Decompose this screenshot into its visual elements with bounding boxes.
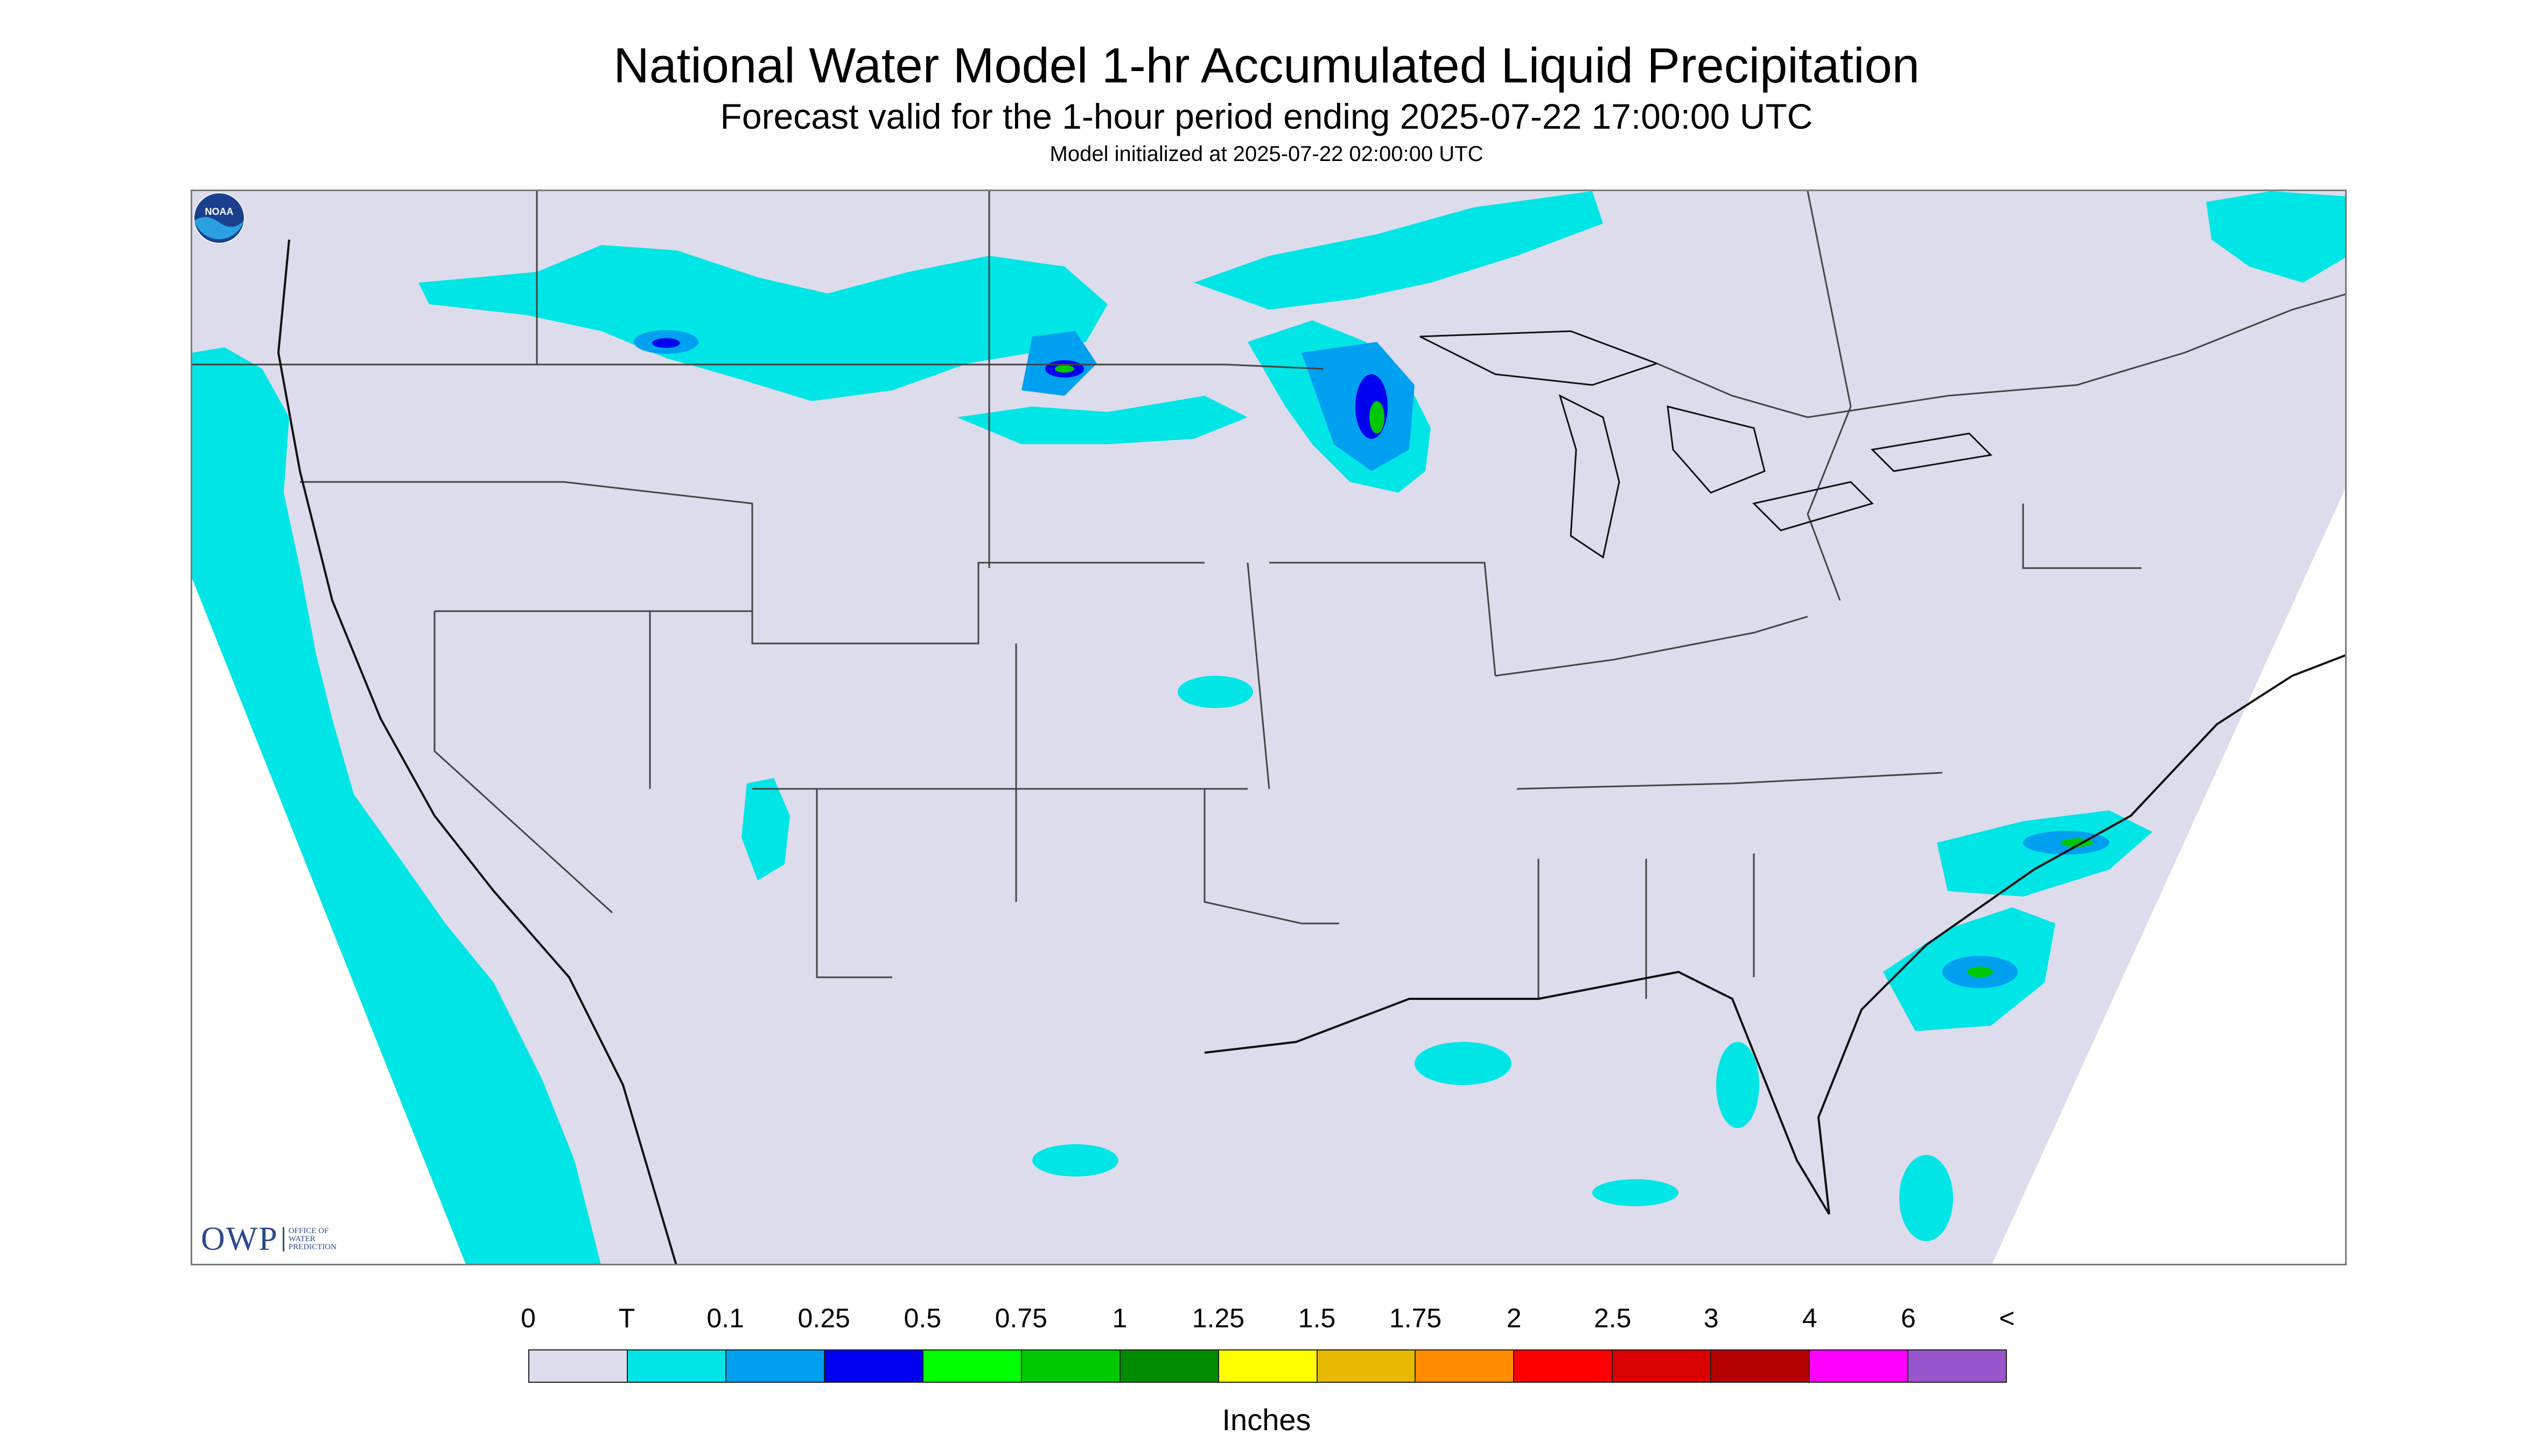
precip-kansas-cells xyxy=(1178,676,1253,708)
precip-gulf-cells-1 xyxy=(1415,1042,1512,1085)
legend-swatch xyxy=(627,1350,726,1382)
map-subtitle: Forecast valid for the 1-hour period end… xyxy=(720,96,1813,136)
precip-mexico-cells xyxy=(1032,1144,1118,1177)
precip-northern-swath xyxy=(418,245,1108,401)
legend-swatch xyxy=(1021,1350,1121,1382)
precip-caribbean-cells xyxy=(1899,1155,1953,1241)
color-legend xyxy=(528,1349,2007,1383)
model-init-time: Model initialized at 2025-07-22 02:00:00… xyxy=(1049,142,1484,166)
legend-swatch xyxy=(1613,1350,1712,1382)
precip-arizona-cells xyxy=(741,778,790,880)
precip-ne-corner xyxy=(2206,191,2345,283)
precip-core-idaho-heavy xyxy=(652,338,680,348)
legend-tick-label: 6 xyxy=(1901,1303,1916,1333)
precip-atlantic-sc-heavy xyxy=(1967,967,1993,977)
legend-tick-label: 2.5 xyxy=(1593,1303,1632,1333)
precip-core-montana-green xyxy=(1055,365,1074,373)
legend-swatch xyxy=(1219,1350,1318,1382)
precip-pacific-band xyxy=(192,347,601,1264)
precip-dakota-band xyxy=(957,396,1248,444)
precipitation-map[interactable]: OWP OFFICE OF WATER PREDICTION NOAA xyxy=(191,190,2347,1265)
legend-swatch xyxy=(1908,1350,2006,1382)
owp-logo-letters: OWP xyxy=(201,1221,278,1257)
noaa-logo: NOAA xyxy=(193,192,245,244)
owp-logo-subtitle: OFFICE OF WATER PREDICTION xyxy=(282,1227,337,1251)
legend-tick-label: 0.5 xyxy=(904,1303,942,1333)
legend-swatch xyxy=(1317,1350,1416,1382)
precip-ontario-swath xyxy=(1194,191,1603,310)
legend-tick-label: T xyxy=(618,1303,635,1333)
great-lakes xyxy=(1419,330,1993,559)
legend-units: Inches xyxy=(1222,1403,1311,1437)
precip-florida-cells xyxy=(1716,1042,1759,1128)
legend-swatch xyxy=(1514,1350,1613,1382)
legend-swatch xyxy=(1416,1350,1515,1382)
precip-atlantic-nc xyxy=(1937,810,2152,897)
legend-tick-label: 1.75 xyxy=(1389,1303,1442,1333)
legend-tick-label: 1 xyxy=(1112,1303,1128,1333)
legend-tick-label: 3 xyxy=(1703,1303,1719,1333)
legend-tick-label: 1.5 xyxy=(1298,1303,1336,1333)
legend-tick-labels: 0 T 0.1 0.25 0.5 0.75 1 1.25 1.5 1.75 2 2.5 3 4 6 < xyxy=(521,1302,2015,1334)
owp-logo-line-1: OFFICE OF xyxy=(288,1227,329,1235)
legend-tick-label: 0.1 xyxy=(706,1303,744,1333)
legend-swatch xyxy=(1711,1350,1810,1382)
legend-swatch xyxy=(1120,1350,1219,1382)
legend-tick-label: 0.25 xyxy=(797,1303,850,1333)
legend-tick-label: 2 xyxy=(1506,1303,1522,1333)
legend-swatch xyxy=(529,1350,628,1382)
noaa-logo-text: NOAA xyxy=(205,206,234,217)
map-title: National Water Model 1-hr Accumulated Li… xyxy=(613,38,1920,93)
precip-gulf-cells-2 xyxy=(1592,1179,1678,1206)
legend-swatch xyxy=(923,1350,1022,1382)
legend-tick-label: 1.25 xyxy=(1192,1303,1245,1333)
owp-logo-line-3: PREDICTION xyxy=(288,1243,337,1251)
legend-tick-label: 0.75 xyxy=(995,1303,1047,1333)
map-canvas xyxy=(192,191,2345,1264)
legend-swatch xyxy=(726,1350,825,1382)
legend-tick-label: < xyxy=(1999,1303,2015,1333)
owp-logo-line-2: WATER xyxy=(288,1235,316,1243)
legend-swatch xyxy=(1810,1350,1909,1382)
owp-logo: OWP OFFICE OF WATER PREDICTION xyxy=(201,1220,337,1258)
coastline xyxy=(277,239,2345,1264)
us-canada-border-east xyxy=(1656,293,2345,418)
legend-tick-label: 4 xyxy=(1802,1303,1817,1333)
legend-tick-label: 0 xyxy=(521,1303,536,1333)
precip-core-minnesota-green xyxy=(1369,401,1384,433)
boundary-lines xyxy=(192,191,2142,999)
legend-swatch xyxy=(824,1350,923,1382)
